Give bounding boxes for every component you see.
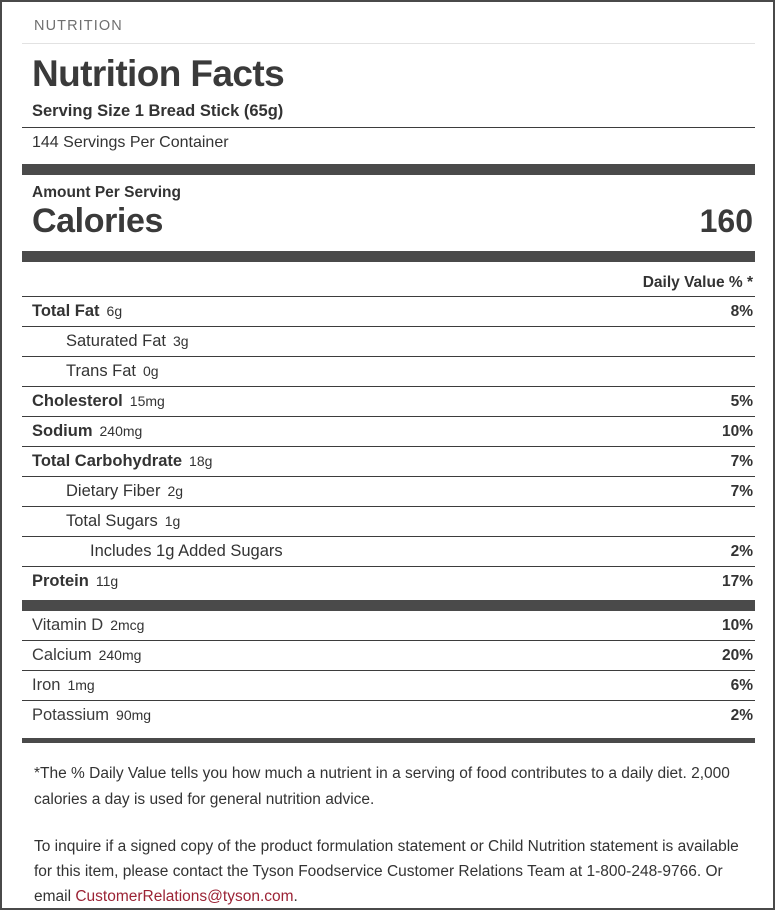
- nutrient-amount: 3g: [172, 333, 189, 350]
- nutrient-label: Total Fat: [32, 302, 100, 321]
- daily-value-note: *The % Daily Value tells you how much a …: [34, 765, 730, 808]
- vitamin-label-group: Potassium 90mg: [32, 706, 151, 725]
- nutrient-row: Trans Fat 0g: [22, 357, 755, 388]
- nutrient-daily-value: 7%: [730, 453, 753, 471]
- divider-bar-top: [22, 164, 755, 176]
- vitamin-label: Calcium: [32, 646, 92, 665]
- nutrient-row: Cholesterol 15mg 5%: [22, 387, 755, 418]
- contact-note-text-after: .: [293, 887, 298, 905]
- nutrient-label-group: Saturated Fat 3g: [32, 332, 189, 351]
- nutrient-label: Total Sugars: [66, 512, 158, 531]
- daily-value-header: Daily Value % *: [22, 262, 755, 298]
- nutrient-label: Dietary Fiber: [66, 482, 161, 501]
- nutrient-label-group: Total Sugars 1g: [32, 512, 180, 531]
- vitamin-daily-value: 2%: [730, 707, 753, 725]
- nutrient-row: Total Fat 6g 8%: [22, 297, 755, 328]
- vitamin-label-group: Iron 1mg: [32, 676, 95, 695]
- divider-bar-vitamins: [22, 600, 755, 612]
- vitamin-label-group: Vitamin D 2mcg: [32, 616, 144, 635]
- nutrient-amount: 6g: [106, 303, 123, 320]
- nutrient-list: Total Fat 6g 8% Saturated Fat 3g Trans Fat 0g C…: [22, 297, 755, 596]
- calories-value: 160: [699, 203, 753, 240]
- nutrient-label-group: Dietary Fiber 2g: [32, 482, 183, 501]
- nutrient-amount: 2g: [167, 483, 184, 500]
- contact-note-text-before: To inquire if a signed copy of the produ…: [34, 837, 739, 905]
- nutrient-label: Saturated Fat: [66, 332, 166, 351]
- footnotes: *The % Daily Value tells you how much a …: [22, 743, 755, 908]
- calories-label: Calories: [32, 202, 163, 241]
- vitamin-list: Vitamin D 2mcg 10% Calcium 240mg 20% Iron 1mg 6%…: [22, 611, 755, 730]
- servings-per-container: 144 Servings Per Container: [32, 134, 229, 152]
- nutrient-amount: 18g: [189, 453, 213, 470]
- nutrient-amount: 11g: [95, 573, 119, 590]
- nutrient-amount: 1g: [164, 513, 181, 530]
- divider-bar-bottom: [22, 738, 755, 744]
- nutrient-daily-value: 7%: [730, 483, 753, 501]
- nutrient-row: Dietary Fiber 2g 7%: [22, 477, 755, 508]
- nutrient-label-group: Total Fat 6g: [32, 302, 122, 321]
- contact-note: To inquire if a signed copy of the produ…: [34, 834, 739, 908]
- nutrient-amount: 240mg: [99, 423, 143, 440]
- nutrient-daily-value: 8%: [730, 303, 753, 321]
- nutrient-daily-value: 17%: [721, 573, 753, 591]
- vitamin-label: Iron: [32, 676, 61, 695]
- nutrient-row: Total Sugars 1g: [22, 507, 755, 538]
- nutrient-label-group: Total Carbohydrate 18g: [32, 452, 212, 471]
- vitamin-row: Potassium 90mg 2%: [22, 701, 755, 730]
- vitamin-row: Vitamin D 2mcg 10%: [22, 611, 755, 642]
- nutrient-label-group: Trans Fat 0g: [32, 362, 159, 381]
- calories-row: Calories 160: [22, 202, 755, 247]
- nutrient-daily-value: 10%: [721, 423, 753, 441]
- section-eyebrow: NUTRITION: [22, 2, 755, 44]
- nutrient-amount: 0g: [143, 363, 159, 380]
- vitamin-row: Calcium 240mg 20%: [22, 641, 755, 672]
- serving-size: Serving Size 1 Bread Stick (65g): [22, 100, 755, 129]
- nutrient-label-group: Includes 1g Added Sugars: [32, 542, 283, 561]
- nutrient-label: Cholesterol: [32, 392, 123, 411]
- vitamin-row: Iron 1mg 6%: [22, 671, 755, 702]
- vitamin-daily-value: 6%: [730, 677, 753, 695]
- nutrient-daily-value: 5%: [730, 393, 753, 411]
- nutrient-label: Protein: [32, 572, 89, 591]
- vitamin-daily-value: 10%: [721, 617, 753, 635]
- nutrient-label-group: Protein 11g: [32, 572, 118, 591]
- vitamin-amount: 2mcg: [110, 617, 145, 634]
- nutrient-label-group: Cholesterol 15mg: [32, 392, 165, 411]
- page-title: Nutrition Facts: [32, 53, 285, 94]
- nutrient-label: Trans Fat: [66, 362, 136, 381]
- amount-per-serving-label: Amount Per Serving: [32, 184, 181, 202]
- nutrient-row: Protein 11g 17%: [22, 567, 755, 596]
- divider-bar-calories: [22, 251, 755, 263]
- nutrient-row: Total Carbohydrate 18g 7%: [22, 447, 755, 478]
- nutrient-amount: 15mg: [129, 393, 165, 410]
- nutrient-label: Includes 1g Added Sugars: [90, 542, 283, 561]
- vitamin-label: Vitamin D: [32, 616, 104, 635]
- nutrient-label-group: Sodium 240mg: [32, 422, 142, 441]
- nutrient-label: Total Carbohydrate: [32, 452, 183, 471]
- customer-relations-email-link[interactable]: CustomerRelations@tyson.com: [75, 887, 294, 905]
- vitamin-label: Potassium: [32, 706, 110, 725]
- nutrient-row: Includes 1g Added Sugars 2%: [22, 537, 755, 568]
- nutrient-row: Sodium 240mg 10%: [22, 417, 755, 448]
- vitamin-label-group: Calcium 240mg: [32, 646, 141, 665]
- nutrient-daily-value: 2%: [730, 543, 753, 561]
- vitamin-amount: 1mg: [67, 677, 95, 694]
- vitamin-daily-value: 20%: [721, 647, 753, 665]
- nutrient-label: Sodium: [32, 422, 93, 441]
- vitamin-amount: 240mg: [98, 647, 142, 664]
- nutrient-row: Saturated Fat 3g: [22, 327, 755, 358]
- vitamin-amount: 90mg: [116, 707, 152, 724]
